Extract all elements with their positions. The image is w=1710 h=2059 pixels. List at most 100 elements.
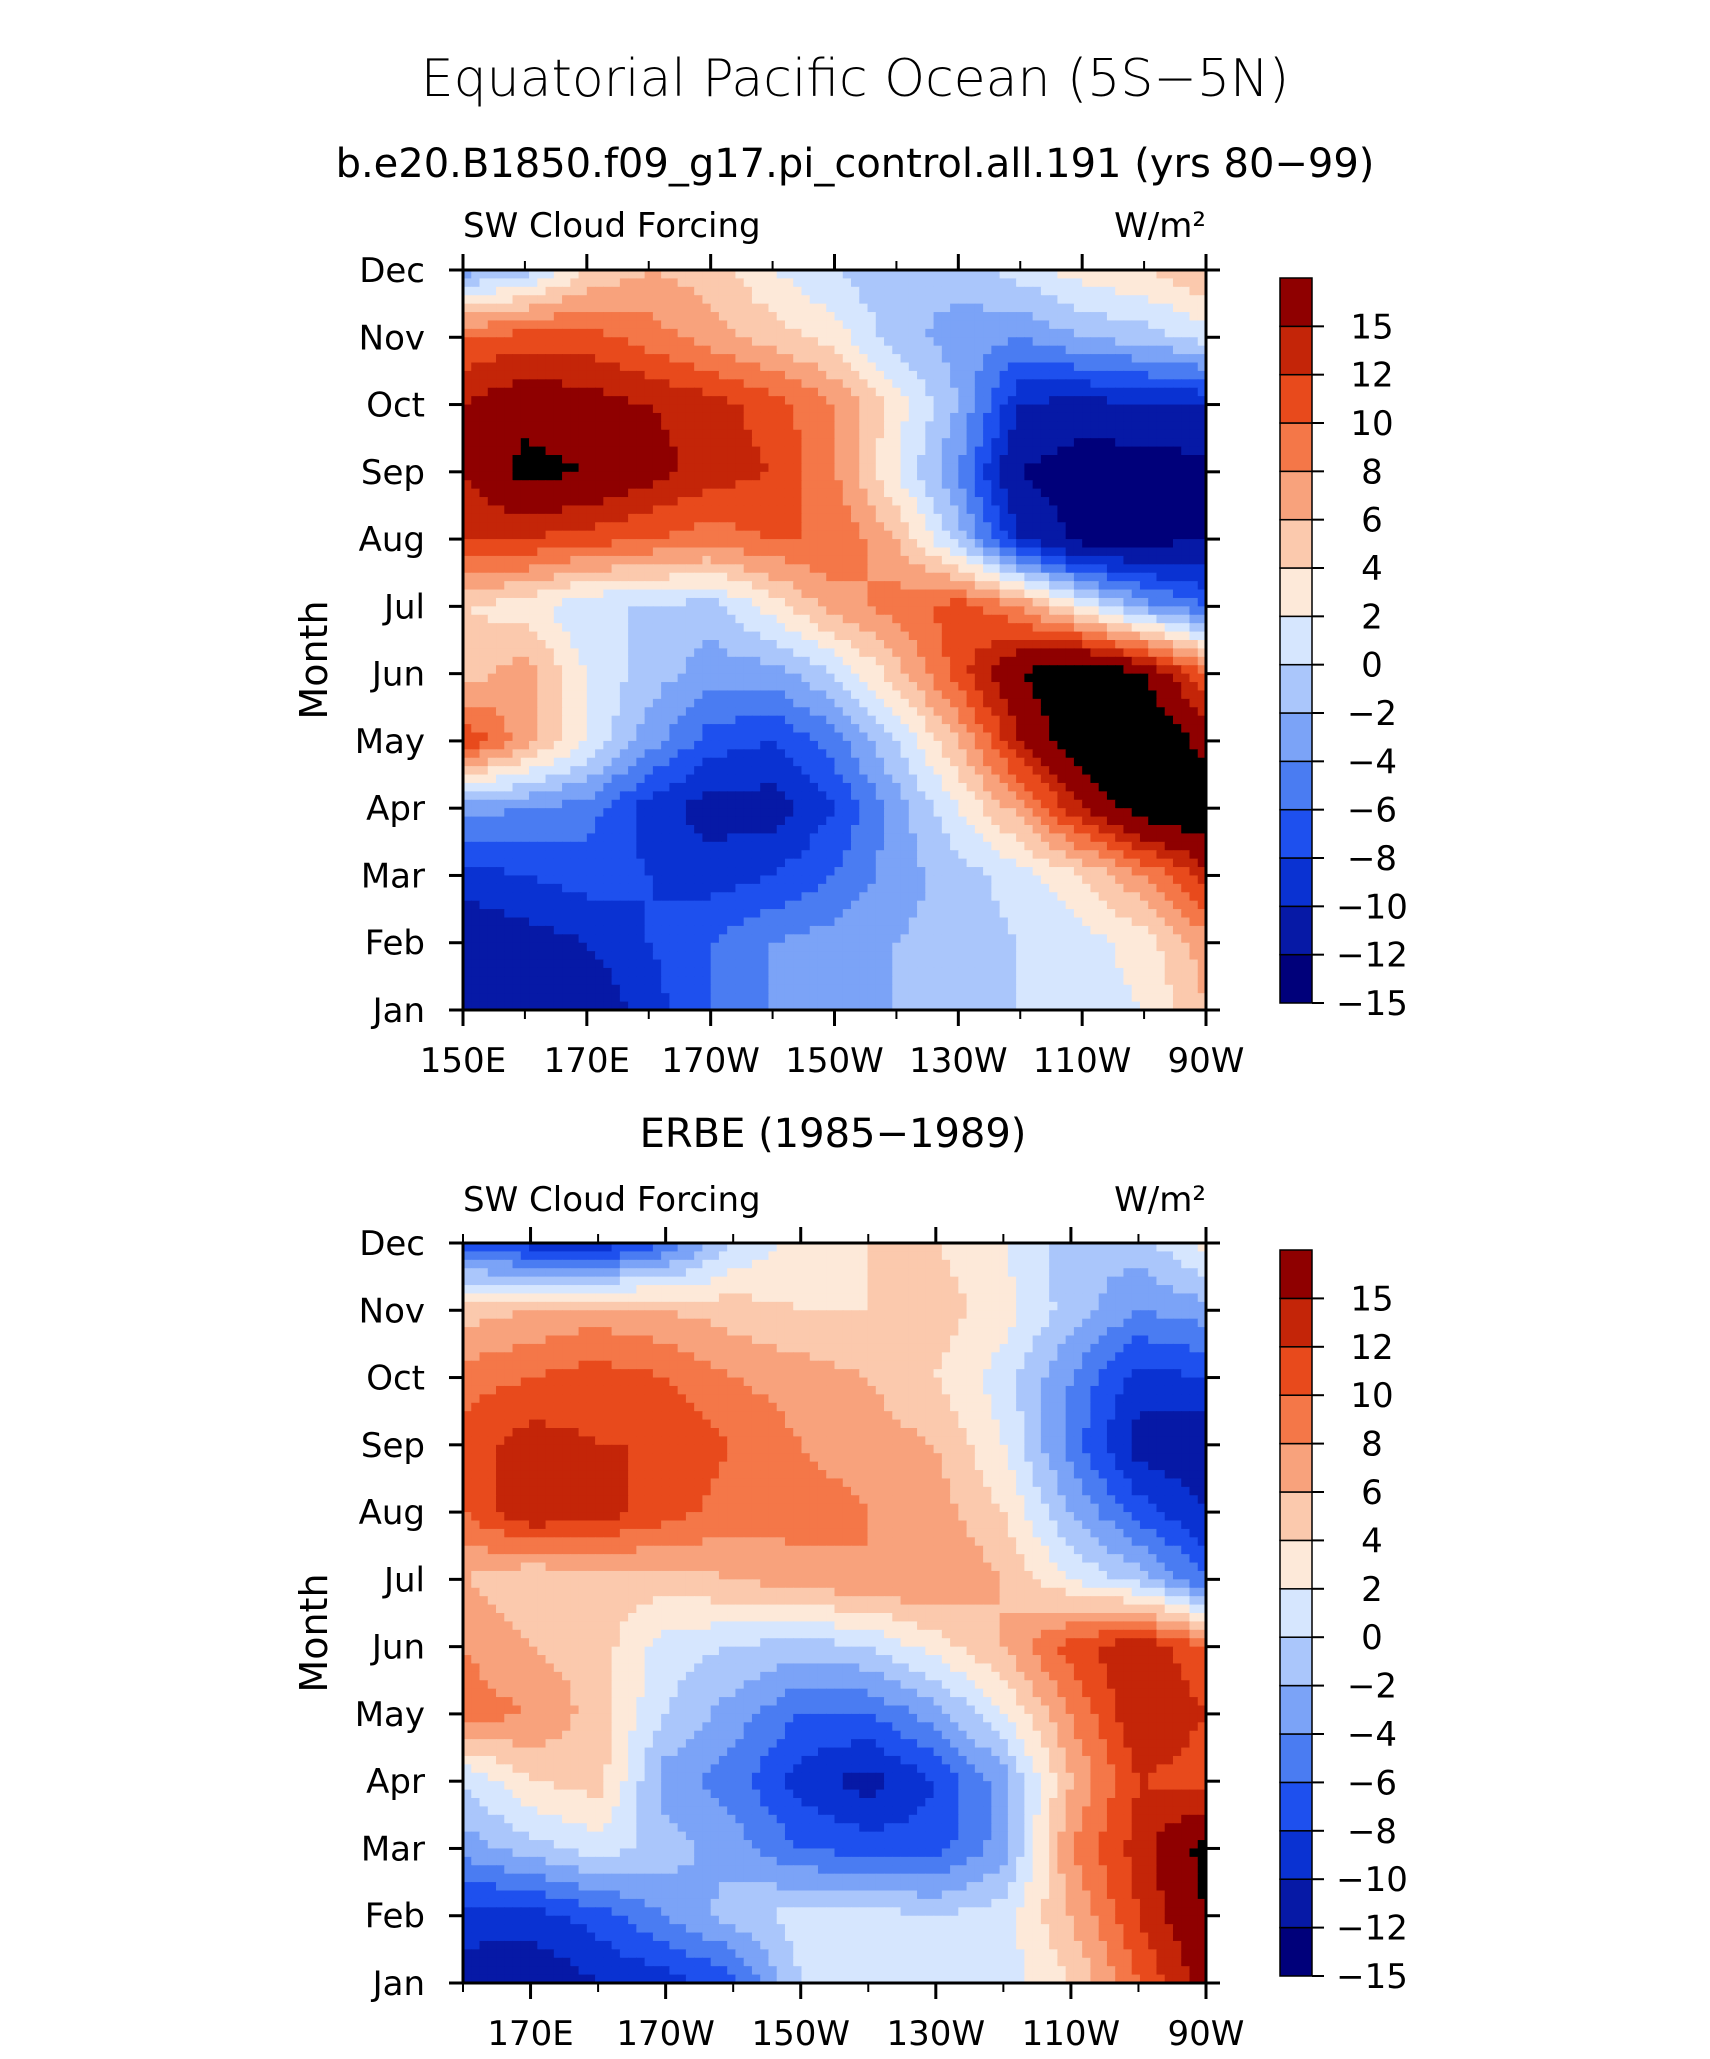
heatmap-cell — [743, 631, 753, 641]
heatmap-cell — [801, 421, 811, 431]
heatmap-cell — [793, 497, 803, 507]
heatmap-cell — [784, 455, 794, 465]
heatmap-cell — [768, 631, 778, 641]
heatmap-cell — [504, 513, 514, 523]
heatmap-cell — [834, 614, 844, 624]
heatmap-cell — [537, 673, 547, 683]
heatmap-cell — [685, 614, 695, 624]
heatmap-cell — [471, 623, 481, 633]
heatmap-cell — [669, 337, 679, 347]
heatmap-cell — [669, 547, 679, 557]
heatmap-cell — [999, 505, 1009, 515]
heatmap-cell — [1049, 320, 1058, 330]
heatmap-cell — [908, 572, 918, 582]
heatmap-cell — [1073, 337, 1083, 347]
heatmap-cell — [834, 488, 844, 498]
heatmap-cell — [1024, 648, 1034, 658]
heatmap-cell — [966, 488, 976, 498]
heatmap-cell — [941, 640, 951, 650]
heatmap-cell — [784, 396, 794, 406]
heatmap-cell — [636, 665, 646, 675]
heatmap-cell — [1049, 429, 1058, 439]
heatmap-cell — [619, 589, 629, 599]
heatmap-cell — [925, 404, 935, 414]
heatmap-cell — [603, 707, 613, 717]
heatmap-cell — [619, 698, 629, 708]
heatmap-cell — [1057, 396, 1067, 406]
heatmap-cell — [1181, 404, 1191, 414]
heatmap-cell — [520, 690, 530, 700]
heatmap-cell — [562, 648, 571, 658]
heatmap-cell — [611, 698, 621, 708]
heatmap-cell — [1073, 404, 1083, 414]
heatmap-cell — [487, 732, 497, 742]
heatmap-cell — [487, 539, 497, 549]
heatmap-cell — [1073, 673, 1083, 683]
heatmap-cell — [578, 471, 588, 481]
heatmap-cell — [1189, 589, 1199, 599]
heatmap-cell — [512, 665, 522, 675]
heatmap-cell — [1131, 606, 1141, 616]
heatmap-cell — [1032, 480, 1042, 490]
heatmap-cell — [751, 665, 761, 675]
heatmap-cell — [793, 732, 803, 742]
heatmap-cell — [900, 698, 910, 708]
heatmap-cell — [925, 429, 935, 439]
heatmap-cell — [595, 597, 604, 607]
heatmap-cell — [776, 370, 786, 380]
heatmap-cell — [966, 673, 976, 683]
heatmap-cell — [636, 354, 646, 364]
heatmap-cell — [1148, 631, 1158, 641]
heatmap-cell — [983, 581, 992, 591]
heatmap-cell — [1139, 606, 1149, 616]
heatmap-cell — [743, 522, 753, 532]
heatmap-cell — [694, 564, 704, 574]
heatmap-cell — [859, 698, 869, 708]
heatmap-cell — [644, 370, 654, 380]
heatmap-cell — [859, 648, 869, 658]
heatmap-cell — [1131, 614, 1141, 624]
heatmap-cell — [900, 488, 910, 498]
heatmap-cell — [801, 513, 811, 523]
heatmap-cell — [1073, 370, 1083, 380]
heatmap-cell — [595, 555, 604, 565]
heatmap-cell — [925, 421, 935, 431]
heatmap-cell — [950, 522, 959, 532]
heatmap-cell — [941, 631, 951, 641]
heatmap-cell — [463, 564, 472, 574]
heatmap-cell — [784, 429, 794, 439]
heatmap-cell — [1148, 303, 1158, 313]
heatmap-cell — [950, 463, 959, 473]
heatmap-cell — [1016, 698, 1025, 708]
heatmap-cell — [661, 497, 670, 507]
heatmap-cell — [743, 354, 753, 364]
heatmap-cell — [851, 564, 860, 574]
heatmap-cell — [1189, 404, 1199, 414]
heatmap-cell — [694, 673, 704, 683]
heatmap-cell — [1189, 513, 1199, 523]
heatmap-cell — [694, 648, 704, 658]
heatmap-cell — [1049, 673, 1058, 683]
heatmap-cell — [677, 303, 687, 313]
heatmap-cell — [826, 446, 836, 456]
heatmap-cell — [793, 320, 803, 330]
heatmap-cell — [520, 555, 530, 565]
heatmap-cell — [884, 345, 893, 355]
heatmap-cell — [809, 455, 819, 465]
heatmap-cell — [966, 640, 976, 650]
heatmap-cell — [702, 337, 712, 347]
heatmap-cell — [702, 724, 712, 734]
heatmap-cell — [826, 463, 836, 473]
heatmap-cell — [875, 631, 885, 641]
heatmap-cell — [669, 497, 679, 507]
heatmap-cell — [1115, 295, 1125, 305]
heatmap-cell — [1016, 682, 1025, 692]
heatmap-cell — [619, 471, 629, 481]
heatmap-cell — [661, 513, 670, 523]
heatmap-cell — [999, 631, 1009, 641]
heatmap-cell — [1156, 345, 1166, 355]
heatmap-cell — [1123, 597, 1133, 607]
heatmap-cell — [1090, 698, 1100, 708]
heatmap-cell — [685, 463, 695, 473]
heatmap-cell — [652, 320, 662, 330]
